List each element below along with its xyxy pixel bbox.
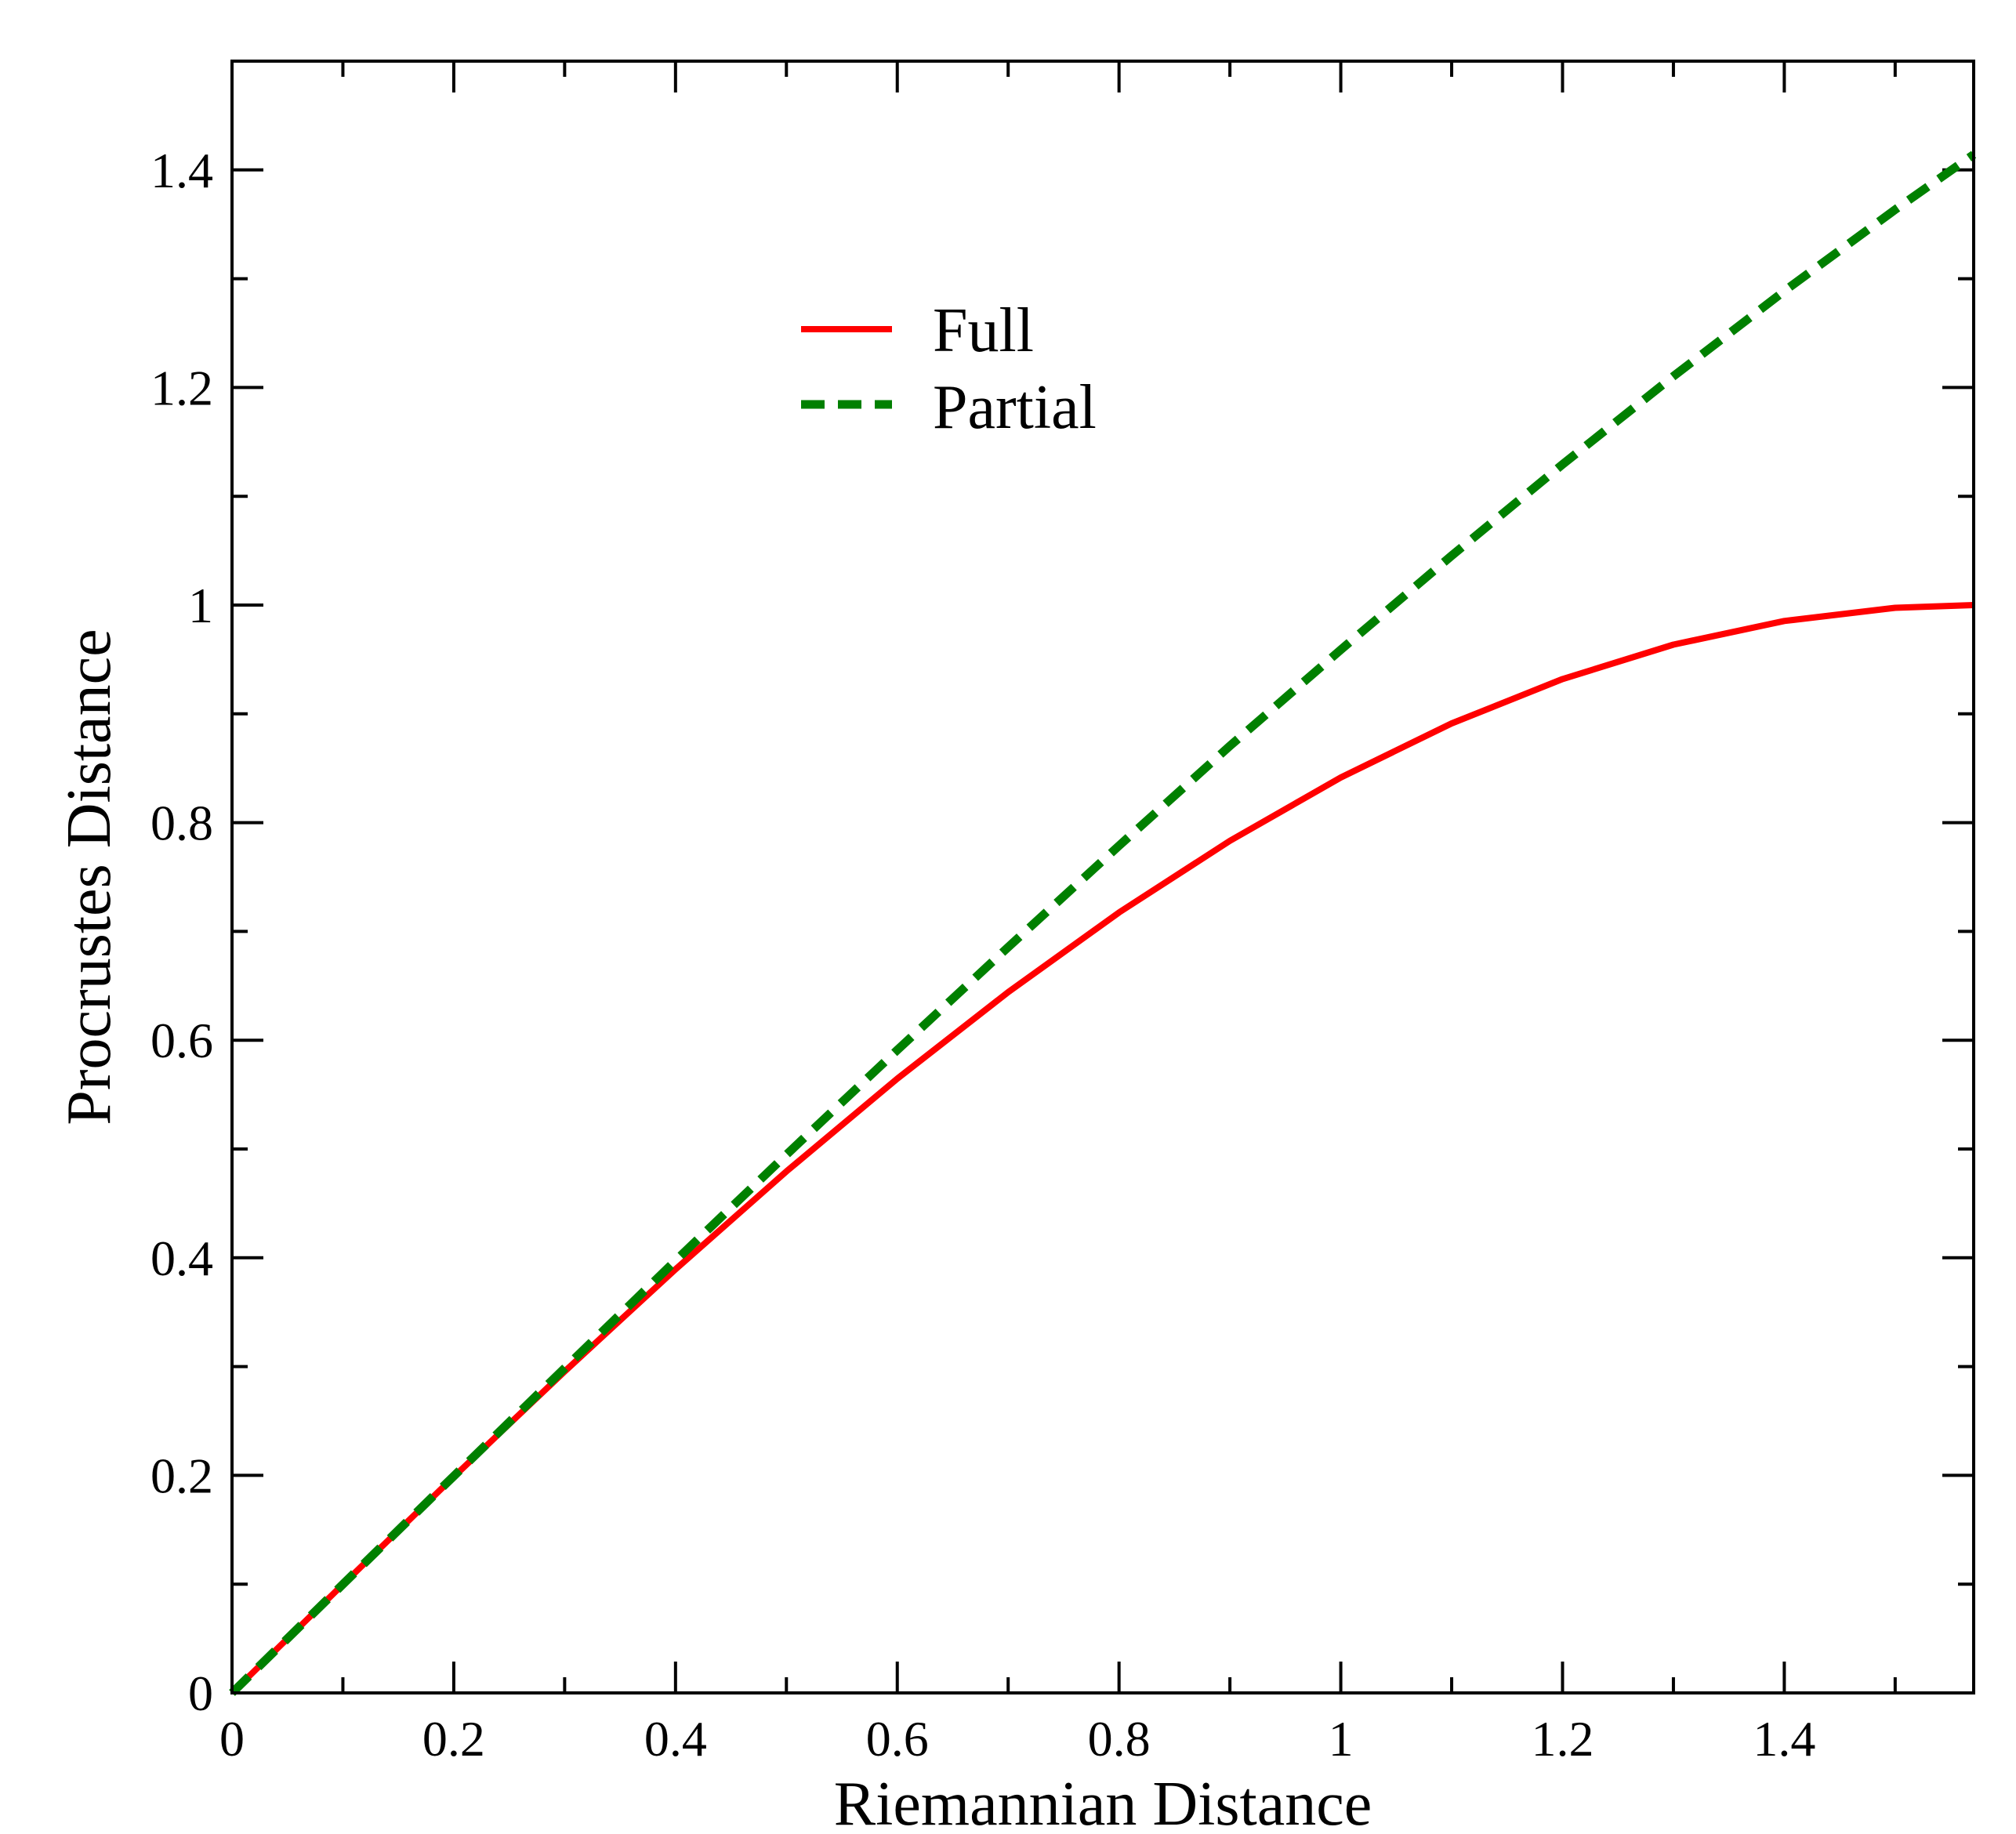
y-tick-label: 1.4: [150, 143, 213, 198]
x-tick-label: 0.4: [644, 1711, 707, 1767]
legend-label-partial: Partial: [933, 373, 1097, 442]
y-tick-label: 0.8: [150, 796, 213, 851]
axis-ticks: [230, 60, 1974, 1694]
x-tick-label: 0.2: [422, 1711, 485, 1767]
y-tick-label: 0.2: [150, 1448, 213, 1503]
x-tick-label: 1: [1329, 1711, 1354, 1767]
x-tick-label: 0: [219, 1711, 245, 1767]
series-line-partial: [229, 150, 1977, 1696]
series-layer: [229, 150, 1977, 1696]
axis-tick-labels: 0 0.2 0.4 0.6 0.8 1 1.2 1.4 0 0.2 0.4 0.6 0.8 1 1.2 1.4: [150, 143, 1815, 1767]
x-tick-label: 1.4: [1753, 1711, 1815, 1767]
legend: Full Partial: [801, 296, 1097, 442]
plot-frame: [230, 60, 1975, 1694]
x-tick-label: 1.2: [1531, 1711, 1594, 1767]
y-tick-label: 0.6: [150, 1013, 213, 1068]
y-tick-label: 1.2: [150, 360, 213, 415]
y-tick-label: 0: [188, 1665, 213, 1721]
y-tick-label: 1: [188, 578, 213, 633]
y-axis-label: Procrustes Distance: [55, 629, 124, 1125]
x-tick-label: 0.6: [866, 1711, 929, 1767]
x-axis-label: Riemannian Distance: [834, 1770, 1372, 1834]
x-tick-label: 0.8: [1088, 1711, 1151, 1767]
legend-label-full: Full: [933, 296, 1034, 365]
y-tick-label: 0.4: [150, 1231, 213, 1286]
